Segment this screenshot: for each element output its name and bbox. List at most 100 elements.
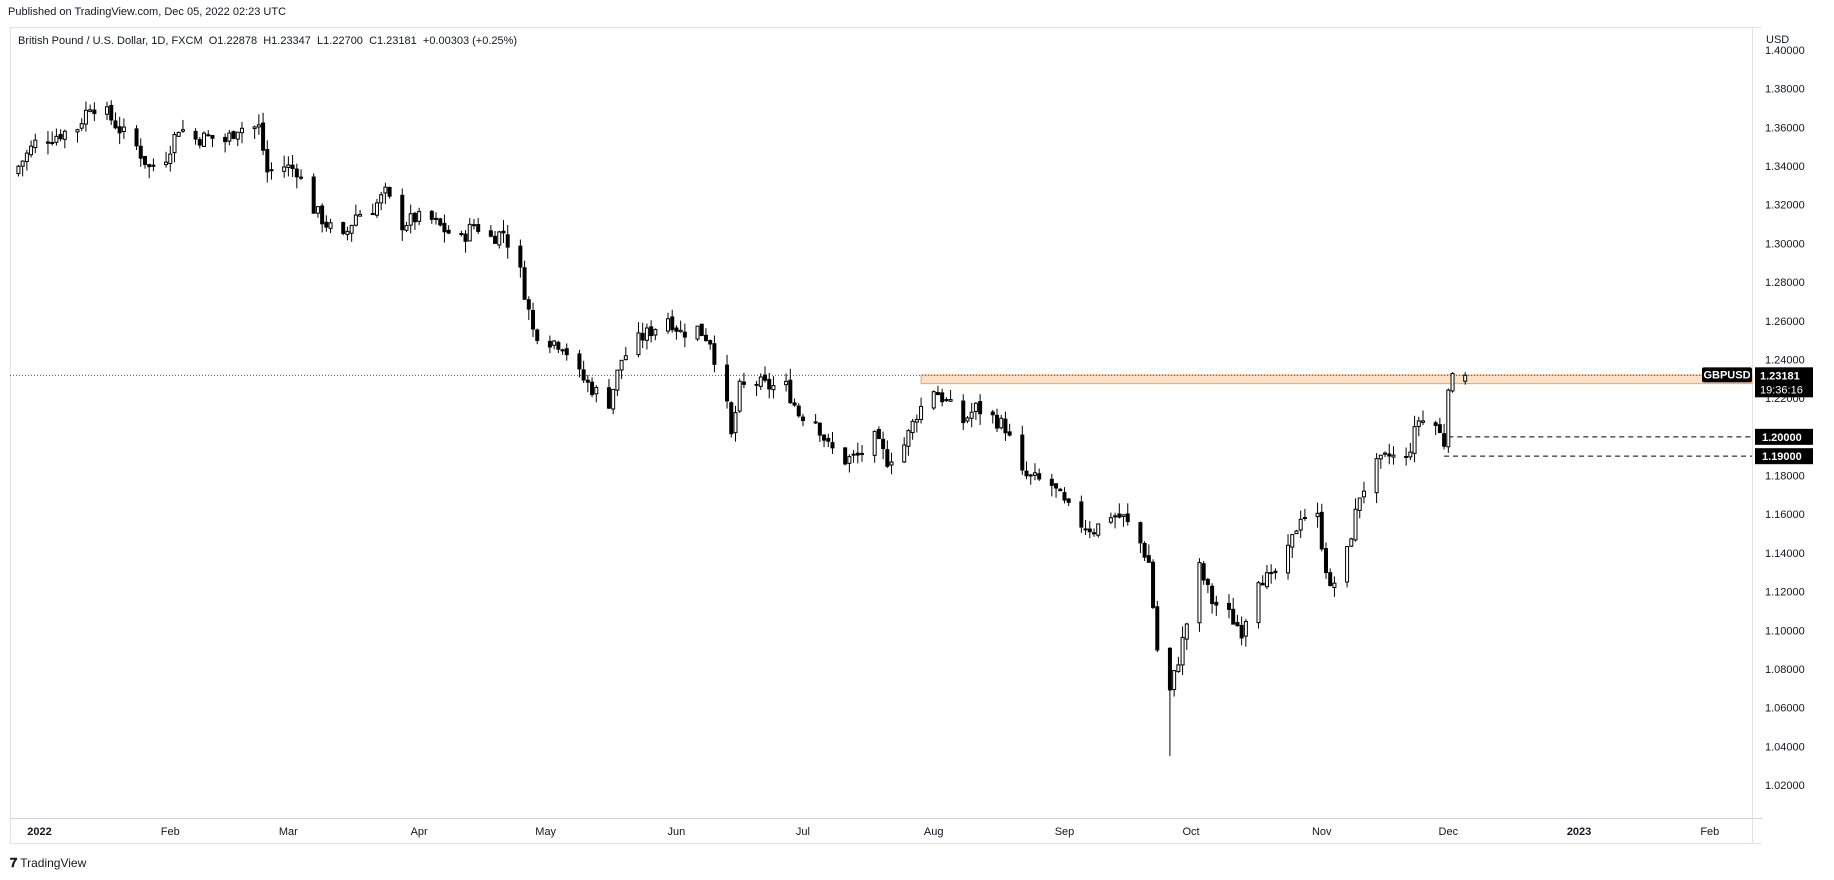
candle-body	[476, 224, 481, 232]
candle-body	[640, 332, 645, 341]
candle-body	[999, 417, 1004, 429]
candle-body	[1349, 538, 1354, 547]
candle-body	[1256, 582, 1261, 624]
candle-body	[1315, 512, 1320, 518]
candle-body	[1167, 647, 1172, 691]
candle-body	[1226, 602, 1231, 610]
candle-body	[172, 134, 177, 154]
time-axis-layer: 2022 Feb Mar Apr May Jun Jul Aug Sep Oct Nov Dec 202…	[27, 826, 1719, 838]
candle-body	[535, 329, 540, 341]
candle-body	[1290, 534, 1295, 548]
candle-body	[552, 340, 557, 346]
candle-body	[50, 142, 55, 145]
candle-body	[1003, 418, 1008, 434]
y-tick-label: 1.10000	[1765, 625, 1805, 637]
y-tick-label: 1.26000	[1765, 316, 1805, 328]
candle-body	[1083, 528, 1088, 531]
candle-body	[1096, 523, 1101, 536]
price-tags-layer: GBPUSD 1.23181 19:36:16 1.20000 1.19000	[1702, 367, 1813, 465]
candle-body	[83, 109, 88, 125]
legend-open: O1.22878	[208, 35, 258, 47]
candle-body	[1421, 420, 1426, 423]
candle-body	[505, 234, 510, 248]
candle-body	[919, 406, 924, 420]
candle-body	[1231, 608, 1236, 625]
candle-body	[973, 402, 978, 412]
candle-body	[235, 131, 240, 140]
candle-body	[315, 206, 320, 214]
candle-body	[1357, 497, 1362, 511]
tradingview-logo[interactable]: 𝟕 TradingView	[10, 855, 86, 871]
candle-body	[1054, 483, 1059, 489]
x-tick-label: 2023	[1567, 826, 1591, 838]
candle-body	[961, 400, 966, 424]
y-tick-label: 1.24000	[1765, 354, 1805, 366]
y-tick-label: 1.34000	[1765, 161, 1805, 173]
brand-name: TradingView	[20, 856, 87, 870]
candle-body	[843, 447, 848, 465]
candle-body	[699, 323, 704, 337]
reference-lines-layer	[10, 374, 1752, 457]
candle-body	[113, 120, 118, 129]
candle-body	[1437, 424, 1442, 433]
candle-body	[138, 145, 143, 159]
candle-body	[1117, 513, 1122, 518]
candle-body	[269, 169, 274, 172]
y-tick-label: 1.30000	[1765, 238, 1805, 250]
candle-body	[1180, 636, 1185, 666]
candle-body	[1020, 434, 1025, 471]
candle-body	[969, 411, 974, 419]
candle-body	[1294, 530, 1299, 535]
level-tag-label: 1.19000	[1762, 451, 1802, 463]
candle-body	[1138, 522, 1143, 544]
legend-change: +0.00303 (+0.25%)	[422, 35, 518, 47]
level-tag	[1755, 428, 1813, 445]
candle-body	[497, 231, 502, 246]
candle-body	[75, 129, 80, 133]
candle-body	[223, 136, 228, 143]
candle-body	[328, 222, 333, 229]
candle-body	[286, 164, 291, 168]
candle-body	[611, 388, 616, 410]
candle-body	[400, 194, 405, 231]
candle-body	[1172, 670, 1177, 691]
candle-body	[79, 123, 84, 129]
candle-body	[151, 164, 156, 167]
y-tick-label: 1.16000	[1765, 509, 1805, 521]
candle-body	[1024, 470, 1029, 477]
candle-body	[771, 385, 776, 391]
candle-body	[1374, 458, 1379, 494]
candle-body	[678, 329, 683, 333]
candle-body	[1125, 513, 1130, 523]
candle-body	[1450, 372, 1455, 392]
candle-body	[733, 412, 738, 434]
candle-body	[978, 401, 983, 415]
candle-body	[429, 210, 434, 220]
candle-body	[202, 132, 207, 147]
y-tick-label: 1.06000	[1765, 703, 1805, 715]
price-axis-layer: 1.40000 1.38000 1.36000 1.34000 1.32000 1.300…	[1765, 45, 1805, 792]
countdown-value: 19:36:16	[1760, 384, 1803, 396]
candle-body	[522, 267, 527, 300]
candle-body	[585, 379, 590, 383]
candle-body	[1121, 514, 1126, 517]
candle-body	[1332, 582, 1337, 588]
chart-frame[interactable]	[10, 27, 1762, 844]
candle-body	[62, 130, 67, 140]
candle-body	[261, 122, 266, 151]
candle-body	[948, 399, 953, 402]
candle-body	[231, 131, 236, 139]
candle-body	[741, 381, 746, 385]
candle-body	[800, 416, 805, 422]
candle-body	[20, 160, 25, 167]
candle-body	[164, 161, 169, 166]
candle-body	[674, 327, 679, 332]
candle-body	[725, 364, 730, 402]
symbol-tag	[1702, 367, 1752, 383]
x-tick-label: 2022	[27, 826, 51, 838]
candle-body	[252, 126, 257, 130]
y-tick-label: 1.38000	[1765, 84, 1805, 96]
candle-body	[29, 145, 34, 156]
candle-body	[1416, 420, 1421, 428]
